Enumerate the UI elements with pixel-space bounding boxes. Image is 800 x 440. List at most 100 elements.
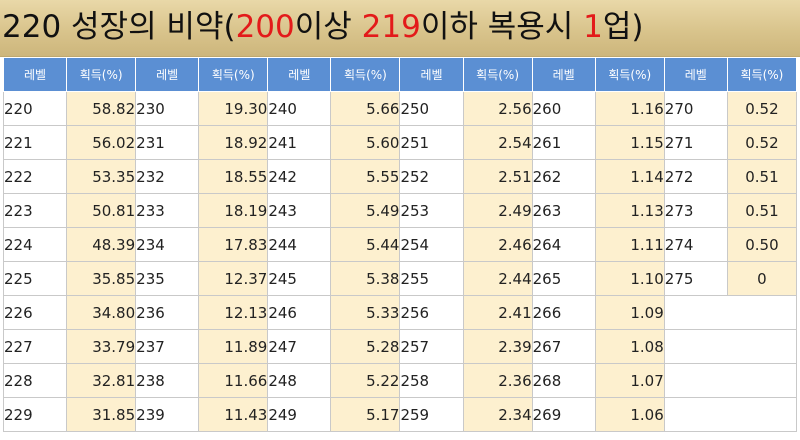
table-row: 229 31.85 239 11.43 249 5.17 259 2.34 269 1.06 xyxy=(2,397,798,432)
level-cell: 223 xyxy=(2,193,68,228)
level-cell: 231 xyxy=(135,125,200,160)
level-cell: 272 xyxy=(663,159,728,194)
level-cell: 221 xyxy=(2,125,68,160)
level-cell: 263 xyxy=(531,193,596,228)
table-row: 220 58.82 230 19.30 240 5.66 250 2.56 260 1.16 270… xyxy=(2,91,798,126)
table-row: 228 32.81 238 11.66 248 5.22 258 2.36 268 1.07 xyxy=(2,363,798,398)
level-cell: 266 xyxy=(531,295,596,330)
level-cell: 261 xyxy=(531,125,596,160)
gain-cell: 1.06 xyxy=(594,397,665,432)
column-header-gain: 획득(%) xyxy=(594,57,665,92)
gain-cell: 2.56 xyxy=(462,91,533,126)
table-header-row: 레벨 획득(%) 레벨 획득(%) 레벨 획득(%) 레벨 획득(%) 레벨 획득(%) 레벨 획득(… xyxy=(2,57,798,92)
level-cell: 247 xyxy=(267,329,332,364)
level-cell: 264 xyxy=(531,227,596,262)
gain-cell: 1.15 xyxy=(594,125,665,160)
gain-cell: 2.49 xyxy=(462,193,533,228)
gain-cell: 2.51 xyxy=(462,159,533,194)
level-cell: 225 xyxy=(2,261,68,296)
gain-cell: 56.02 xyxy=(66,125,137,160)
column-header-level: 레벨 xyxy=(135,57,200,92)
column-header-gain: 획득(%) xyxy=(330,57,401,92)
table-row: 225 35.85 235 12.37 245 5.38 255 2.44 265 1.10 275… xyxy=(2,261,798,296)
table-row: 223 50.81 233 18.19 243 5.49 253 2.49 263 1.13 273… xyxy=(2,193,798,228)
level-cell: 251 xyxy=(399,125,464,160)
column-header-level: 레벨 xyxy=(531,57,596,92)
level-cell: 267 xyxy=(531,329,596,364)
level-cell: 242 xyxy=(267,159,332,194)
gain-cell: 48.39 xyxy=(66,227,137,262)
gain-cell: 19.30 xyxy=(198,91,269,126)
level-cell: 265 xyxy=(531,261,596,296)
gain-cell: 0.51 xyxy=(726,159,798,194)
level-cell: 253 xyxy=(399,193,464,228)
title-text-4: 업) xyxy=(602,9,644,45)
title-highlight-1: 1 xyxy=(583,9,603,45)
level-cell: 235 xyxy=(135,261,200,296)
title-banner: 220 성장의 비약(200이상 219이하 복용시 1업) xyxy=(0,0,800,57)
gain-cell: 0.52 xyxy=(726,125,798,160)
level-cell: 239 xyxy=(135,397,200,432)
gain-cell: 35.85 xyxy=(66,261,137,296)
level-cell: 232 xyxy=(135,159,200,194)
gain-cell: 5.38 xyxy=(330,261,401,296)
gain-cell: 5.49 xyxy=(330,193,401,228)
level-cell: 268 xyxy=(531,363,596,398)
level-cell: 248 xyxy=(267,363,332,398)
level-cell: 245 xyxy=(267,261,332,296)
level-cell: 246 xyxy=(267,295,332,330)
column-header-gain: 획득(%) xyxy=(66,57,137,92)
title-text-3: 이하 복용시 xyxy=(420,9,584,45)
gain-cell: 1.14 xyxy=(594,159,665,194)
gain-cell: 1.09 xyxy=(594,295,665,330)
gain-cell: 34.80 xyxy=(66,295,137,330)
empty-cell xyxy=(663,329,798,364)
page-title: 220 성장의 비약(200이상 219이하 복용시 1업) xyxy=(2,2,644,52)
title-text-2: 이상 xyxy=(294,9,362,45)
gain-cell: 12.13 xyxy=(198,295,269,330)
column-header-gain: 획득(%) xyxy=(198,57,269,92)
gain-cell: 5.33 xyxy=(330,295,401,330)
level-cell: 228 xyxy=(2,363,68,398)
column-header-gain: 획득(%) xyxy=(462,57,533,92)
level-cell: 236 xyxy=(135,295,200,330)
level-cell: 241 xyxy=(267,125,332,160)
gain-cell: 5.28 xyxy=(330,329,401,364)
level-cell: 271 xyxy=(663,125,728,160)
gain-cell: 0.50 xyxy=(726,227,798,262)
level-cell: 220 xyxy=(2,91,68,126)
gain-cell: 1.08 xyxy=(594,329,665,364)
gain-cell: 5.22 xyxy=(330,363,401,398)
level-cell: 256 xyxy=(399,295,464,330)
level-gain-table: 레벨 획득(%) 레벨 획득(%) 레벨 획득(%) 레벨 획득(%) 레벨 획득(%) 레벨 획득(… xyxy=(2,57,798,432)
level-cell: 255 xyxy=(399,261,464,296)
gain-cell: 5.55 xyxy=(330,159,401,194)
level-cell: 234 xyxy=(135,227,200,262)
gain-cell: 2.41 xyxy=(462,295,533,330)
level-cell: 258 xyxy=(399,363,464,398)
gain-cell: 18.55 xyxy=(198,159,269,194)
gain-cell: 0 xyxy=(726,261,798,296)
empty-cell xyxy=(663,397,798,432)
column-header-level: 레벨 xyxy=(267,57,332,92)
level-cell: 274 xyxy=(663,227,728,262)
level-cell: 237 xyxy=(135,329,200,364)
gain-cell: 12.37 xyxy=(198,261,269,296)
gain-cell: 31.85 xyxy=(66,397,137,432)
level-cell: 240 xyxy=(267,91,332,126)
gain-cell: 2.34 xyxy=(462,397,533,432)
gain-cell: 2.46 xyxy=(462,227,533,262)
gain-cell: 1.11 xyxy=(594,227,665,262)
table-row: 221 56.02 231 18.92 241 5.60 251 2.54 261 1.15 271… xyxy=(2,125,798,160)
gain-cell: 5.44 xyxy=(330,227,401,262)
gain-cell: 33.79 xyxy=(66,329,137,364)
gain-cell: 5.60 xyxy=(330,125,401,160)
gain-cell: 17.83 xyxy=(198,227,269,262)
gain-cell: 2.36 xyxy=(462,363,533,398)
gain-cell: 2.44 xyxy=(462,261,533,296)
level-cell: 222 xyxy=(2,159,68,194)
gain-cell: 50.81 xyxy=(66,193,137,228)
gain-cell: 1.07 xyxy=(594,363,665,398)
level-cell: 243 xyxy=(267,193,332,228)
gain-cell: 53.35 xyxy=(66,159,137,194)
